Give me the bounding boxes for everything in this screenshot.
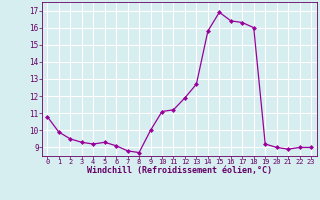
X-axis label: Windchill (Refroidissement éolien,°C): Windchill (Refroidissement éolien,°C) [87,166,272,175]
